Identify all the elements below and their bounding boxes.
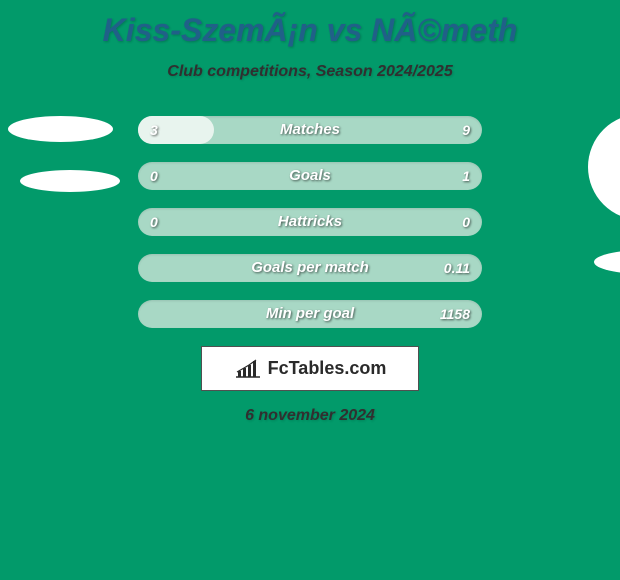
page-title: Kiss-SzemÃ¡n vs NÃ©meth — [0, 0, 620, 49]
player-ellipse — [8, 116, 113, 142]
stat-label: Goals — [138, 162, 482, 190]
page-subtitle: Club competitions, Season 2024/2025 — [0, 63, 620, 81]
date-text: 6 november 2024 — [0, 407, 620, 425]
stat-label: Min per goal — [138, 300, 482, 328]
player-ellipse — [20, 170, 120, 192]
stat-value-right: 1 — [462, 162, 470, 190]
player-ellipse: ? — [588, 114, 620, 220]
stat-rows: Matches39Goals01Hattricks00Goals per mat… — [138, 116, 482, 328]
stat-row: Goals per match0.11 — [138, 254, 482, 282]
stat-row: Matches3 9 — [138, 116, 482, 144]
stat-value-right: 0 — [462, 208, 470, 236]
stat-value-right: 1158 — [440, 300, 470, 328]
brand-box[interactable]: FcTables.com — [201, 346, 419, 391]
stat-label: Hattricks — [138, 208, 482, 236]
stats-area: ? Matches39Goals01Hattricks00Goals per m… — [0, 116, 620, 328]
stat-row: Hattricks0 0 — [138, 208, 482, 236]
stat-value-right: 9 — [462, 116, 470, 144]
player-ellipse — [594, 250, 620, 274]
stat-value-left: 0 — [150, 162, 158, 190]
bar-chart-icon — [234, 359, 262, 379]
stat-label: Goals per match — [138, 254, 482, 282]
stat-value-left: 3 — [150, 116, 158, 144]
stat-label: Matches — [138, 116, 482, 144]
stat-value-left: 0 — [150, 208, 158, 236]
stat-row: Min per goal1158 — [138, 300, 482, 328]
brand-text: FcTables.com — [268, 358, 387, 379]
stat-value-right: 0.11 — [444, 254, 470, 282]
comparison-infographic: Kiss-SzemÃ¡n vs NÃ©meth Club competition… — [0, 0, 620, 580]
stat-row: Goals0 1 — [138, 162, 482, 190]
